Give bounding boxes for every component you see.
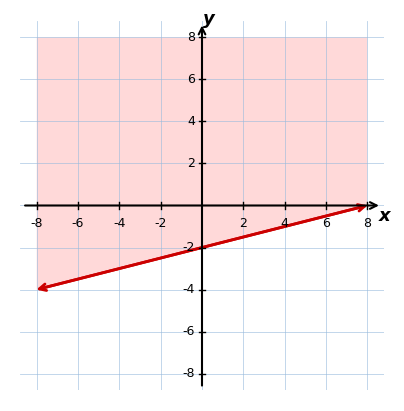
Polygon shape	[37, 37, 367, 290]
Text: -4: -4	[113, 217, 126, 230]
Text: 2: 2	[187, 157, 195, 170]
Text: -6: -6	[72, 217, 84, 230]
Text: 6: 6	[322, 217, 330, 230]
Text: -2: -2	[154, 217, 167, 230]
Text: 4: 4	[281, 217, 288, 230]
Text: y: y	[203, 11, 215, 28]
Text: 2: 2	[240, 217, 247, 230]
Text: 8: 8	[363, 217, 371, 230]
Text: 8: 8	[187, 31, 195, 44]
Text: x: x	[379, 207, 391, 225]
Text: -8: -8	[182, 367, 195, 380]
Text: 6: 6	[187, 73, 195, 86]
Text: -6: -6	[182, 325, 195, 338]
Text: -4: -4	[182, 283, 195, 296]
Text: -2: -2	[182, 241, 195, 254]
Text: 4: 4	[187, 115, 195, 128]
Text: -8: -8	[30, 217, 43, 230]
